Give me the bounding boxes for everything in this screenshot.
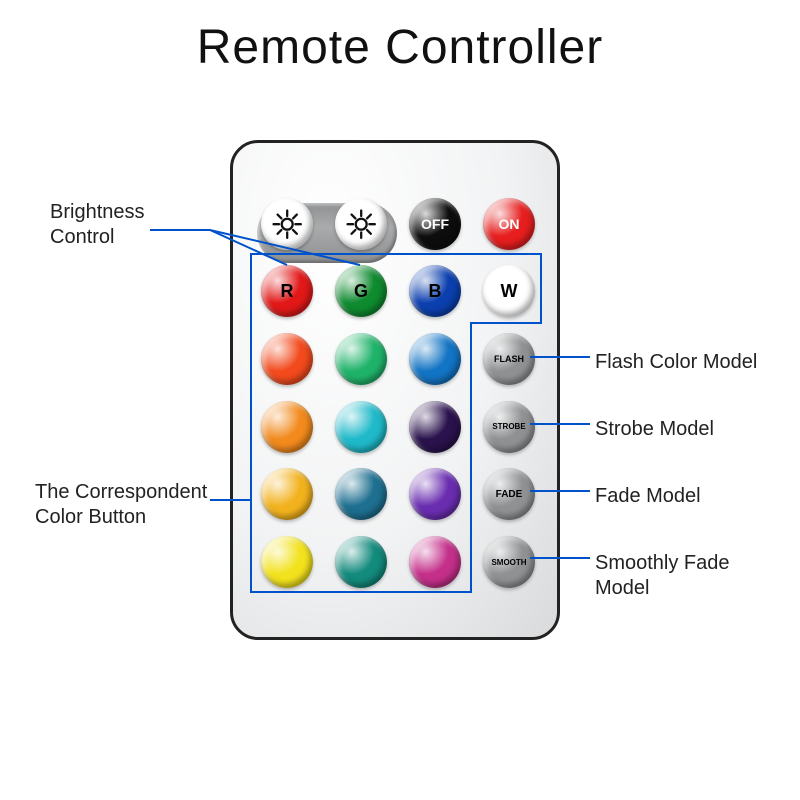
flash-button[interactable]: FLASH — [483, 333, 535, 385]
page-title: Remote Controller — [0, 20, 800, 75]
callout-label-smooth: Smoothly FadeModel — [595, 551, 730, 601]
fade-button[interactable]: FADE — [483, 468, 535, 520]
callout-label-strobe: Strobe Model — [595, 417, 714, 442]
strobe-button[interactable]: STROBE — [483, 401, 535, 453]
color-button[interactable] — [409, 468, 461, 520]
color-button[interactable] — [261, 536, 313, 588]
callout-label-flash: Flash Color Model — [595, 350, 757, 375]
color-button[interactable] — [261, 401, 313, 453]
color-button[interactable] — [261, 468, 313, 520]
smooth-button[interactable]: SMOOTH — [483, 536, 535, 588]
callout-label-colorbtn: The CorrespondentColor Button — [35, 480, 207, 530]
color-button[interactable] — [261, 333, 313, 385]
color-button[interactable] — [409, 536, 461, 588]
callout-label-fade: Fade Model — [595, 484, 701, 509]
button-grid: OFF ON RGBW FLASH STROBE FADE SMOOTH — [253, 193, 543, 593]
color-button[interactable] — [335, 536, 387, 588]
r-button[interactable]: R — [261, 265, 313, 317]
off-button[interactable]: OFF — [409, 198, 461, 250]
on-button[interactable]: ON — [483, 198, 535, 250]
callout-label-brightness: BrightnessControl — [50, 200, 145, 250]
brightness-button[interactable] — [335, 198, 387, 250]
color-button[interactable] — [335, 468, 387, 520]
g-button[interactable]: G — [335, 265, 387, 317]
color-button[interactable] — [335, 333, 387, 385]
sun-icon — [343, 206, 379, 242]
brightness-button[interactable] — [261, 198, 313, 250]
remote-body: OFF ON RGBW FLASH STROBE FADE SMOOTH — [230, 140, 560, 640]
sun-icon — [269, 206, 305, 242]
color-button[interactable] — [335, 401, 387, 453]
b-button[interactable]: B — [409, 265, 461, 317]
w-button[interactable]: W — [483, 265, 535, 317]
color-button[interactable] — [409, 401, 461, 453]
color-button[interactable] — [409, 333, 461, 385]
